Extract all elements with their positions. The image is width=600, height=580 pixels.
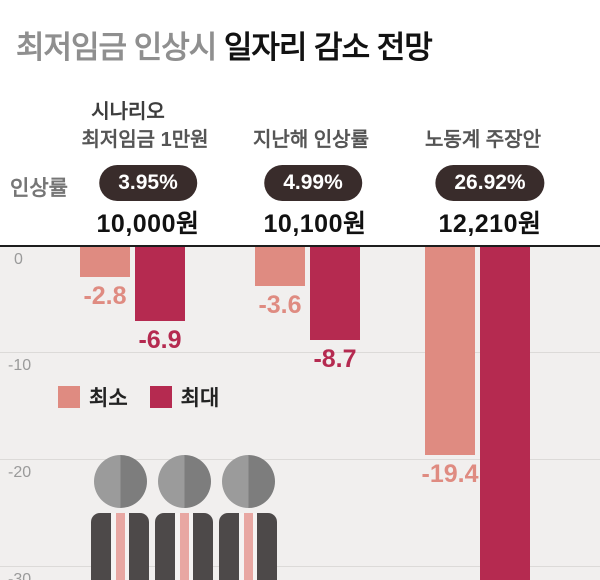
person-tie	[243, 513, 253, 580]
bar-rect	[80, 247, 130, 277]
zero-baseline	[0, 245, 600, 247]
person-head-icon	[221, 455, 275, 508]
legend-swatch-min	[58, 386, 80, 408]
gridline-minus10	[0, 352, 600, 353]
wage-amount-2: 10,100원	[263, 210, 367, 238]
ytick-minus10: -10	[8, 357, 32, 374]
bar-rect	[480, 247, 530, 580]
scenario-1-name: 최저임금 1만원	[81, 129, 209, 151]
legend-label-min: 최소	[89, 387, 128, 410]
person-shirt	[175, 513, 193, 580]
person-figure	[216, 455, 280, 580]
bar-chart: 0 -10 -20 -30 -2.8 -6.9	[0, 245, 600, 580]
person-figure	[88, 455, 152, 580]
page-title: 최저임금 인상시 일자리 감소 전망	[16, 22, 433, 67]
bar-value-label: -3.6	[258, 291, 302, 319]
ytick-0: 0	[14, 251, 23, 268]
person-body	[91, 513, 149, 580]
bar-value-label: -8.7	[313, 345, 357, 373]
bar-min-scenario-3: -19.4	[422, 247, 479, 489]
person-head-icon	[93, 455, 147, 508]
person-body	[155, 513, 213, 580]
person-shirt	[239, 513, 257, 580]
rate-label: 인상률	[10, 177, 68, 200]
scenario-2-name: 지난해 인상률	[253, 129, 369, 151]
bar-max-scenario-1: -6.9	[135, 247, 185, 355]
page-title-muted: 최저임금 인상시	[16, 30, 224, 65]
bar-value-label: -19.4	[421, 460, 479, 488]
bar-value-label: -6.9	[138, 326, 182, 354]
wage-amount-3: 12,210원	[438, 210, 542, 238]
wage-amount-1: 10,000원	[96, 210, 200, 238]
legend-label-max: 최대	[180, 387, 220, 410]
bar-rect	[135, 247, 185, 321]
bar-min-scenario-2: -3.6	[255, 247, 305, 320]
person-body	[219, 513, 277, 580]
person-tie	[179, 513, 189, 580]
scenario-label: 시나리오	[91, 101, 165, 123]
scenario-3-name: 노동계 주장안	[425, 129, 541, 151]
ytick-minus20: -20	[8, 464, 32, 481]
bar-max-scenario-2: -8.7	[310, 247, 360, 374]
gridline-minus20	[0, 459, 600, 460]
people-illustration	[88, 455, 280, 580]
bar-rect	[425, 247, 475, 455]
gridline-minus30	[0, 566, 600, 567]
ytick-minus30: -30	[8, 571, 32, 580]
rate-badge-3: 26.92%	[435, 165, 545, 201]
bar-value-label: -2.8	[83, 282, 127, 310]
bar-max-scenario-3	[480, 247, 530, 580]
person-shirt	[111, 513, 129, 580]
rate-badge-2: 4.99%	[264, 165, 362, 201]
legend-swatch-max	[149, 386, 172, 408]
person-head-icon	[157, 455, 211, 508]
person-figure	[152, 455, 216, 580]
rate-badge-1: 3.95%	[99, 165, 197, 201]
legend: 최소 최대	[58, 382, 241, 412]
bar-min-scenario-1: -2.8	[80, 247, 130, 311]
bar-rect	[310, 247, 360, 340]
bar-rect	[255, 247, 305, 286]
person-tie	[115, 513, 125, 580]
page-title-strong: 일자리 감소 전망	[223, 30, 433, 65]
